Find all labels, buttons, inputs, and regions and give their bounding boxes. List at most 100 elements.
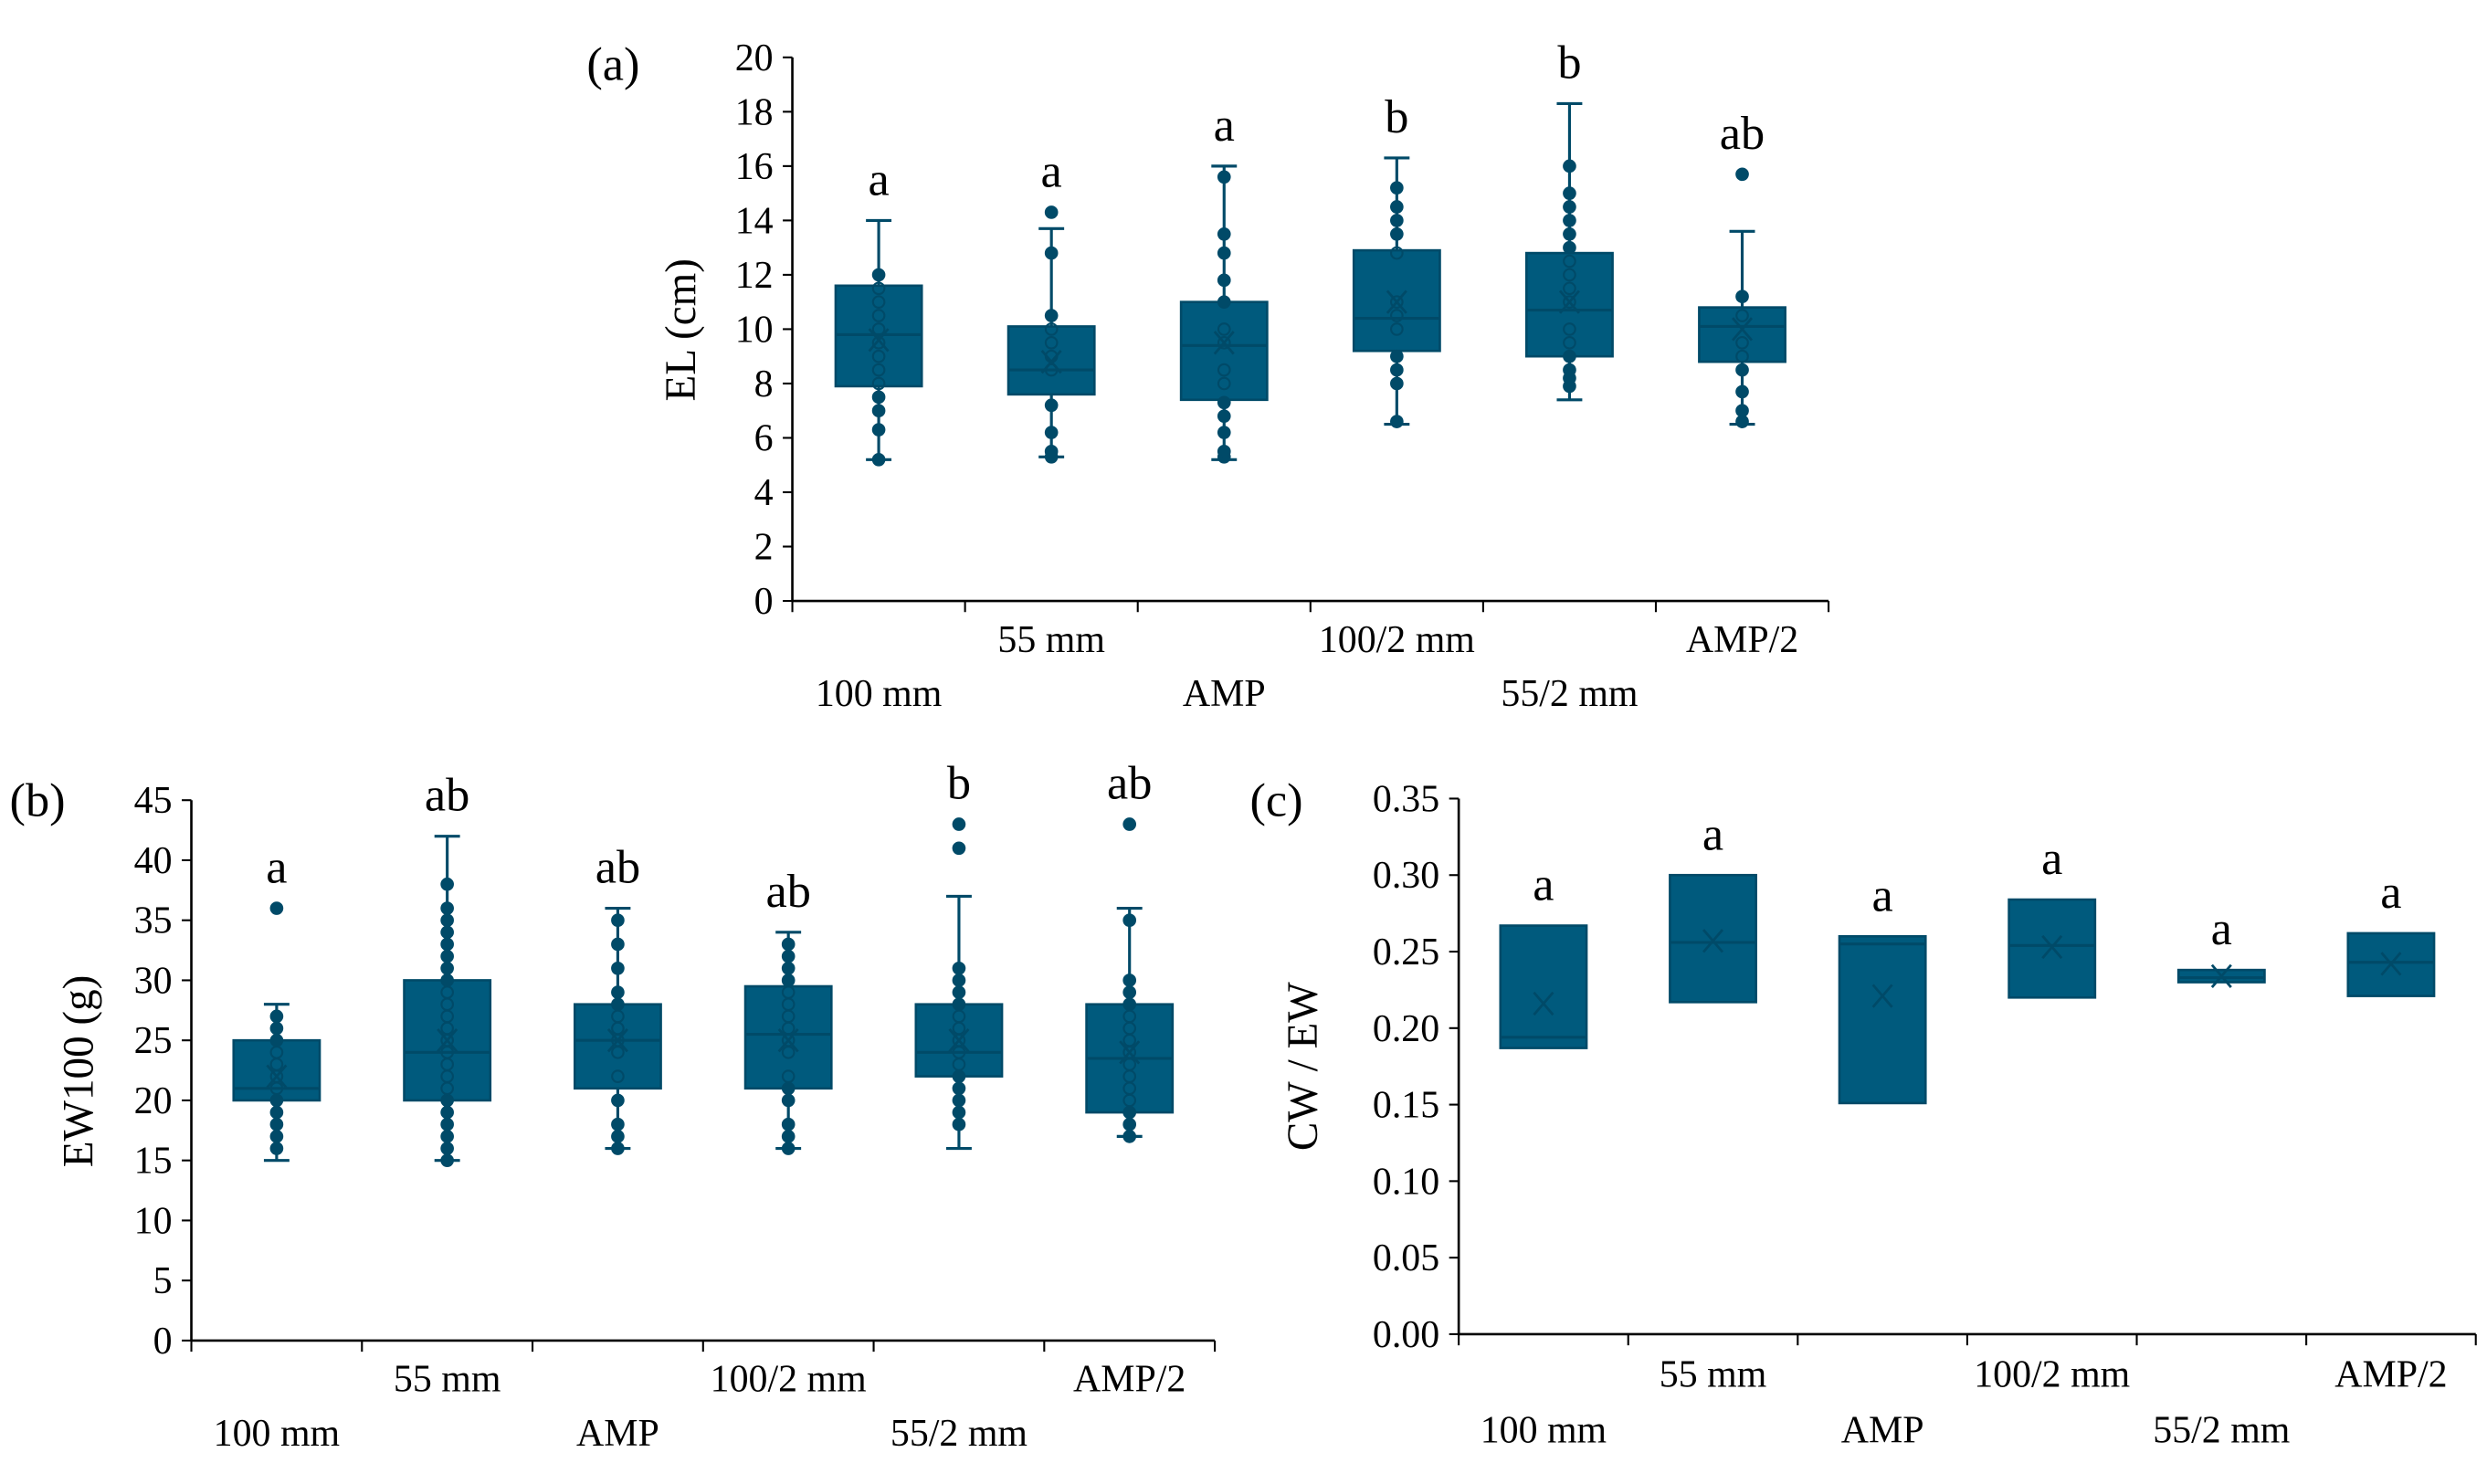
panel-label: (b) xyxy=(10,774,66,827)
mean-marker xyxy=(2041,934,2063,960)
y-tick-label: 45 xyxy=(134,780,173,822)
x-tick-label: AMP/2 xyxy=(2334,1354,2447,1396)
data-point xyxy=(440,925,454,940)
y-tick-label: 0.20 xyxy=(1373,1008,1439,1050)
data-point xyxy=(1044,398,1059,413)
significance-letter: ab xyxy=(1720,107,1765,160)
data-point xyxy=(1044,335,1059,350)
data-point xyxy=(1735,289,1749,304)
x-tick-label: 100/2 mm xyxy=(711,1359,867,1401)
data-point xyxy=(1044,205,1059,219)
data-point xyxy=(781,1117,796,1131)
data-point xyxy=(871,404,886,418)
data-point xyxy=(952,1117,966,1131)
mean-marker xyxy=(266,1064,288,1089)
data-point xyxy=(871,376,886,391)
data-point xyxy=(781,1142,796,1155)
data-point xyxy=(1735,309,1749,322)
data-point xyxy=(1563,159,1576,174)
data-point xyxy=(611,1142,625,1155)
data-point xyxy=(1217,363,1231,377)
data-point xyxy=(611,985,625,999)
x-tick-label: 55/2 mm xyxy=(890,1413,1027,1455)
data-point xyxy=(269,1009,284,1024)
data-point xyxy=(1563,226,1576,241)
data-point xyxy=(1735,167,1749,182)
data-point xyxy=(1563,214,1576,227)
y-tick-label: 0.35 xyxy=(1373,778,1439,820)
data-point xyxy=(1390,309,1404,322)
y-tick-label: 6 xyxy=(754,417,774,459)
mean-marker xyxy=(1702,929,1724,953)
data-point xyxy=(952,817,966,831)
box xyxy=(1669,873,1757,1004)
data-point xyxy=(1563,268,1576,282)
significance-letter: a xyxy=(1533,858,1554,911)
y-tick-label: 30 xyxy=(134,960,173,1002)
data-point xyxy=(1563,281,1576,296)
y-tick-label: 40 xyxy=(134,840,173,882)
data-point xyxy=(1044,363,1059,377)
data-point xyxy=(440,913,454,928)
data-point xyxy=(952,974,966,987)
data-point xyxy=(611,937,625,952)
data-point xyxy=(611,1069,625,1083)
data-point xyxy=(1735,384,1749,399)
data-point xyxy=(269,1105,284,1120)
y-tick-label: 0.05 xyxy=(1373,1237,1439,1279)
y-tick-label: 16 xyxy=(735,146,774,188)
y-tick-label: 18 xyxy=(735,91,774,133)
significance-letter: a xyxy=(2380,866,2401,919)
significance-letter: a xyxy=(1041,145,1062,198)
y-tick-label: 0.00 xyxy=(1373,1314,1439,1356)
data-point xyxy=(269,1021,284,1036)
x-tick-label: AMP xyxy=(1841,1410,1924,1452)
data-point xyxy=(1044,309,1059,322)
significance-letter: a xyxy=(2211,902,2232,955)
data-point xyxy=(1735,349,1749,363)
mean-marker xyxy=(2210,963,2232,988)
data-point xyxy=(1122,817,1137,831)
data-point xyxy=(1390,322,1404,336)
data-point xyxy=(611,1093,625,1108)
data-point xyxy=(611,913,625,928)
y-axis-label: EW100 (g) xyxy=(55,975,102,1168)
data-point xyxy=(611,997,625,1012)
significance-letter: a xyxy=(868,153,889,205)
data-point xyxy=(440,974,454,987)
x-tick-label: 100/2 mm xyxy=(1319,619,1475,661)
y-tick-label: 0 xyxy=(754,581,774,623)
data-point xyxy=(1563,200,1576,214)
box xyxy=(1179,300,1269,402)
x-tick-label: AMP/2 xyxy=(1686,619,1798,661)
mean-marker xyxy=(2380,952,2402,976)
x-tick-label: 55 mm xyxy=(394,1359,501,1401)
data-point xyxy=(1563,349,1576,363)
x-tick-label: 55 mm xyxy=(997,619,1105,661)
y-tick-label: 0.25 xyxy=(1373,931,1439,974)
data-point xyxy=(440,1153,454,1168)
data-point xyxy=(871,390,886,405)
data-point xyxy=(871,423,886,437)
data-point xyxy=(1122,1105,1137,1120)
data-point xyxy=(1044,426,1059,439)
mean-marker xyxy=(1731,317,1754,342)
data-point xyxy=(781,1130,796,1143)
x-tick-label: 100 mm xyxy=(1481,1410,1607,1452)
panel-c-cw-ew-chart: (c) CW / EW 0.00 0.05 0.10 0.15 0.20 0.25 0.30… xyxy=(1249,774,2477,1452)
y-tick-label: 0.30 xyxy=(1373,855,1439,897)
data-point xyxy=(440,1105,454,1120)
data-point xyxy=(781,1093,796,1108)
data-point xyxy=(269,1033,284,1047)
data-point xyxy=(1122,1117,1137,1131)
y-axis-label: CW / EW xyxy=(1280,982,1327,1151)
box xyxy=(1525,251,1614,358)
data-point xyxy=(1217,273,1231,288)
data-point xyxy=(952,1069,966,1083)
panel-b-ew100-chart: (b) EW100 (g) 0 5 10 15 20 25 30 35 40 45 100 mm a 5… xyxy=(10,757,1217,1455)
data-point xyxy=(1563,335,1576,350)
data-point xyxy=(1390,376,1404,391)
data-point xyxy=(440,1117,454,1131)
y-tick-label: 12 xyxy=(735,255,774,297)
